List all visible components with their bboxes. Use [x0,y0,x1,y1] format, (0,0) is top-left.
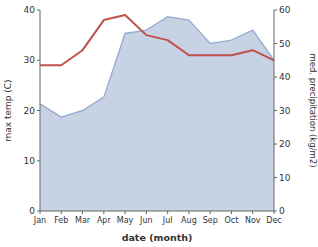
x-tick [125,211,126,214]
x-tick [231,211,232,214]
x-tick [61,211,62,214]
chart-svg: 0 10 20 30 40 0 10 20 30 40 50 60 Jan Feb Mar Apr May Jun… [0,0,318,247]
x-tick-label: Sep [203,216,218,225]
x-tick [40,211,41,214]
x-tick-label: Jul [162,216,173,225]
y-tick-label: 40 [24,5,36,15]
y2-axis-label: med. precipitation (kg/m2) [308,53,318,167]
y2-tick [274,43,277,44]
y-tick-label: 10 [24,156,36,166]
x-tick-label: Apr [97,216,112,225]
x-tick-label: Mar [75,216,91,225]
y2-tick [274,77,277,78]
y2-tick-label: 60 [279,5,291,15]
x-tick-label: Feb [54,216,68,225]
y-tick [37,60,40,61]
x-tick-label: Aug [181,216,197,225]
y2-tick-label: 0 [279,206,285,216]
x-tick [82,211,83,214]
y-tick-label: 30 [24,55,36,65]
y2-tick [274,110,277,111]
plot-area [40,15,274,211]
x-tick [210,211,211,214]
x-tick [146,211,147,214]
x-tick-label: Dec [266,216,281,225]
area-fill [40,17,274,211]
area-line [40,17,274,118]
y-axis-label: max temp (C) [3,79,13,141]
x-tick [188,211,189,214]
y2-tick-label: 10 [279,173,291,183]
y2-tick [274,177,277,178]
x-tick [252,211,253,214]
x-tick [167,211,168,214]
x-axis-line [40,211,274,212]
y2-tick [274,10,277,11]
x-tick [274,211,275,214]
x-tick [103,211,104,214]
y-tick-label: 0 [29,206,35,216]
y2-tick-label: 20 [279,139,291,149]
y2-tick-label: 50 [279,39,291,49]
y-tick [37,160,40,161]
y-tick-label: 20 [24,106,36,116]
y2-tick-label: 40 [279,72,291,82]
x-tick-label: Jan [33,216,46,225]
x-tick-label: Nov [245,216,261,225]
y-tick [37,110,40,111]
y-tick [37,10,40,11]
x-tick-label: Oct [225,216,239,225]
line [40,15,274,65]
y2-tick-label: 30 [279,106,291,116]
chart-container: 0 10 20 30 40 0 10 20 30 40 50 60 Jan Feb Mar Apr May Jun… [0,0,318,247]
y2-tick [274,144,277,145]
x-tick-label: May [117,216,134,225]
x-axis-label: date (month) [122,232,193,243]
x-tick-label: Jun [139,216,153,225]
